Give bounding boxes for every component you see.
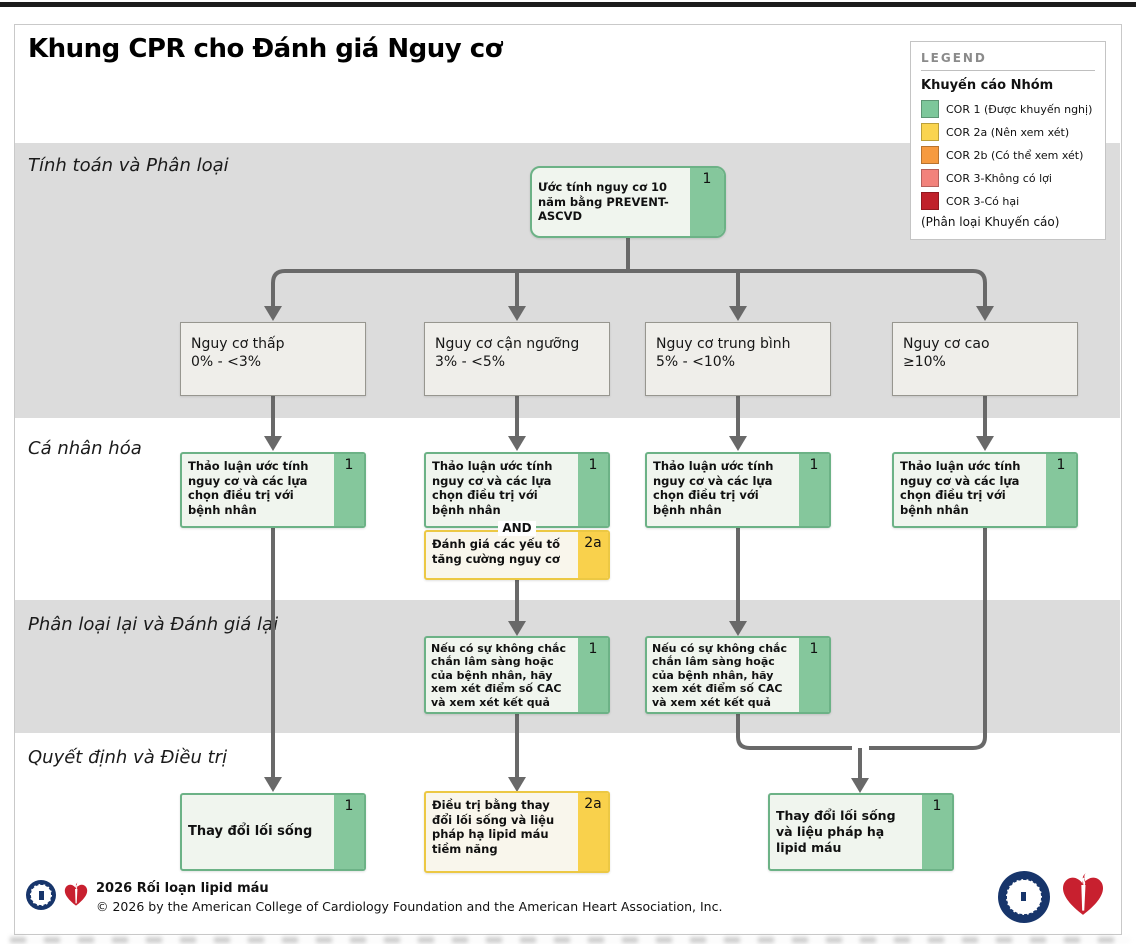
legend-item-label: COR 3-Không có lợi	[946, 171, 1052, 185]
box-text: Thay đổi lối sống	[188, 823, 313, 839]
box-text: Nếu có sự không chắc chắn lâm sàng hoặc …	[431, 642, 566, 709]
cor-badge: 1	[334, 795, 364, 869]
category-range: 3% - <5%	[435, 354, 506, 371]
footer-title: 2026 Rối loạn lipid máu	[96, 881, 269, 896]
category-range: 5% - <10%	[656, 354, 736, 371]
box-text: Thảo luận ước tính nguy cơ và các lựa ch…	[653, 459, 774, 517]
page-title: Khung CPR cho Đánh giá Nguy cơ	[28, 34, 503, 64]
category-title: Nguy cơ cận ngưỡng	[435, 336, 580, 352]
legend-panel: LEGEND Khuyến cáo Nhóm COR 1 (Được khuyế…	[910, 41, 1106, 240]
cropped-next-section-blur	[10, 937, 1130, 943]
risk-enhancers-box: Đánh giá các yếu tố tăng cường nguy cơ 2…	[424, 530, 610, 580]
and-connector-label: AND	[424, 521, 610, 536]
and-text: AND	[498, 521, 536, 536]
row-label-reclassify: Phân loại lại và Đánh giá lại	[28, 614, 279, 635]
cor-badge: 2a	[578, 793, 608, 871]
cor3-no-benefit-color-swatch	[921, 169, 939, 187]
category-box-high-risk: Nguy cơ cao ≥10%	[892, 322, 1078, 396]
cor-badge: 1	[334, 454, 364, 526]
discuss-risk-box-col4: Thảo luận ước tính nguy cơ và các lựa ch…	[892, 452, 1078, 528]
lifestyle-and-lipid-therapy-box: Thay đổi lối sống và liệu pháp hạ lipid …	[768, 793, 954, 871]
cor-badge: 1	[578, 638, 608, 712]
legend-item-label: COR 1 (Được khuyến nghị)	[946, 102, 1093, 116]
estimate-risk-box: Ước tính nguy cơ 10 năm bằng PREVENT-ASC…	[530, 166, 726, 238]
lifestyle-change-box: Thay đổi lối sống 1	[180, 793, 366, 871]
cor2a-color-swatch	[921, 123, 939, 141]
category-box-borderline-risk: Nguy cơ cận ngưỡng 3% - <5%	[424, 322, 610, 396]
discuss-risk-box-col2: Thảo luận ước tính nguy cơ và các lựa ch…	[424, 452, 610, 528]
legend-item-label: COR 3-Có hại	[946, 194, 1020, 208]
legend-subtitle: Khuyến cáo Nhóm	[921, 78, 1054, 93]
category-title: Nguy cơ trung bình	[656, 336, 791, 352]
row-label-calculate-classify: Tính toán và Phân loại	[28, 155, 229, 176]
cac-score-box-col2: Nếu có sự không chắc chắn lâm sàng hoặc …	[424, 636, 610, 714]
legend-item-cor2b: COR 2b (Có thể xem xét)	[921, 146, 1095, 164]
legend-item-label: COR 2b (Có thể xem xét)	[946, 148, 1084, 162]
category-range: 0% - <3%	[191, 354, 262, 371]
box-text: Thảo luận ước tính nguy cơ và các lựa ch…	[432, 459, 553, 517]
box-text: Ước tính nguy cơ 10 năm bằng PREVENT-ASC…	[538, 180, 669, 224]
category-box-low-risk: Nguy cơ thấp 0% - <3%	[180, 322, 366, 396]
legend-item-cor3-no-benefit: COR 3-Không có lợi	[921, 169, 1095, 187]
box-text: Điều trị bằng thay đổi lối sống và liệu …	[432, 798, 555, 856]
box-text: Nếu có sự không chắc chắn lâm sàng hoặc …	[652, 642, 787, 709]
row-label-decide-treat: Quyết định và Điều trị	[28, 747, 228, 768]
cor-badge: 1	[799, 454, 829, 526]
row-label-personalize: Cá nhân hóa	[28, 438, 142, 459]
top-divider-rule	[0, 2, 1136, 7]
category-title: Nguy cơ thấp	[191, 336, 285, 352]
footer-copyright: © 2026 by the American College of Cardio…	[96, 899, 723, 914]
acc-seal-logo	[998, 871, 1050, 923]
discuss-risk-box-col3: Thảo luận ước tính nguy cơ và các lựa ch…	[645, 452, 831, 528]
box-text: Đánh giá các yếu tố tăng cường nguy cơ	[432, 537, 560, 566]
potential-lipid-therapy-box: Điều trị bằng thay đổi lối sống và liệu …	[424, 791, 610, 873]
cor-badge: 1	[690, 168, 724, 236]
cor2b-color-swatch	[921, 146, 939, 164]
legend-item-cor2a: COR 2a (Nên xem xét)	[921, 123, 1095, 141]
category-title: Nguy cơ cao	[903, 336, 990, 352]
aha-heart-torch-logo-small	[64, 882, 88, 906]
box-text: Thảo luận ước tính nguy cơ và các lựa ch…	[188, 459, 309, 517]
cor3-harm-color-swatch	[921, 192, 939, 210]
cor-badge: 1	[922, 795, 952, 869]
legend-item-label: COR 2a (Nên xem xét)	[946, 125, 1070, 139]
cac-score-box-col3: Nếu có sự không chắc chắn lâm sàng hoặc …	[645, 636, 831, 714]
legend-item-cor3-harm: COR 3-Có hại	[921, 192, 1095, 210]
cor-badge: 1	[578, 454, 608, 526]
legend-item-cor1: COR 1 (Được khuyến nghị)	[921, 100, 1095, 118]
aha-heart-torch-logo	[1063, 873, 1103, 915]
box-text: Thảo luận ước tính nguy cơ và các lựa ch…	[900, 459, 1021, 517]
cor-badge: 1	[1046, 454, 1076, 526]
category-box-intermediate-risk: Nguy cơ trung bình 5% - <10%	[645, 322, 831, 396]
cor-badge: 1	[799, 638, 829, 712]
category-range: ≥10%	[903, 354, 946, 371]
legend-divider	[921, 70, 1095, 71]
legend-footnote: (Phân loại Khuyến cáo)	[921, 215, 1060, 229]
acc-seal-logo-small	[26, 880, 56, 910]
cor1-color-swatch	[921, 100, 939, 118]
box-text: Thay đổi lối sống và liệu pháp hạ lipid …	[776, 808, 896, 855]
discuss-risk-box-col1: Thảo luận ước tính nguy cơ và các lựa ch…	[180, 452, 366, 528]
legend-header: LEGEND	[921, 51, 987, 65]
cor-badge: 2a	[578, 532, 608, 578]
